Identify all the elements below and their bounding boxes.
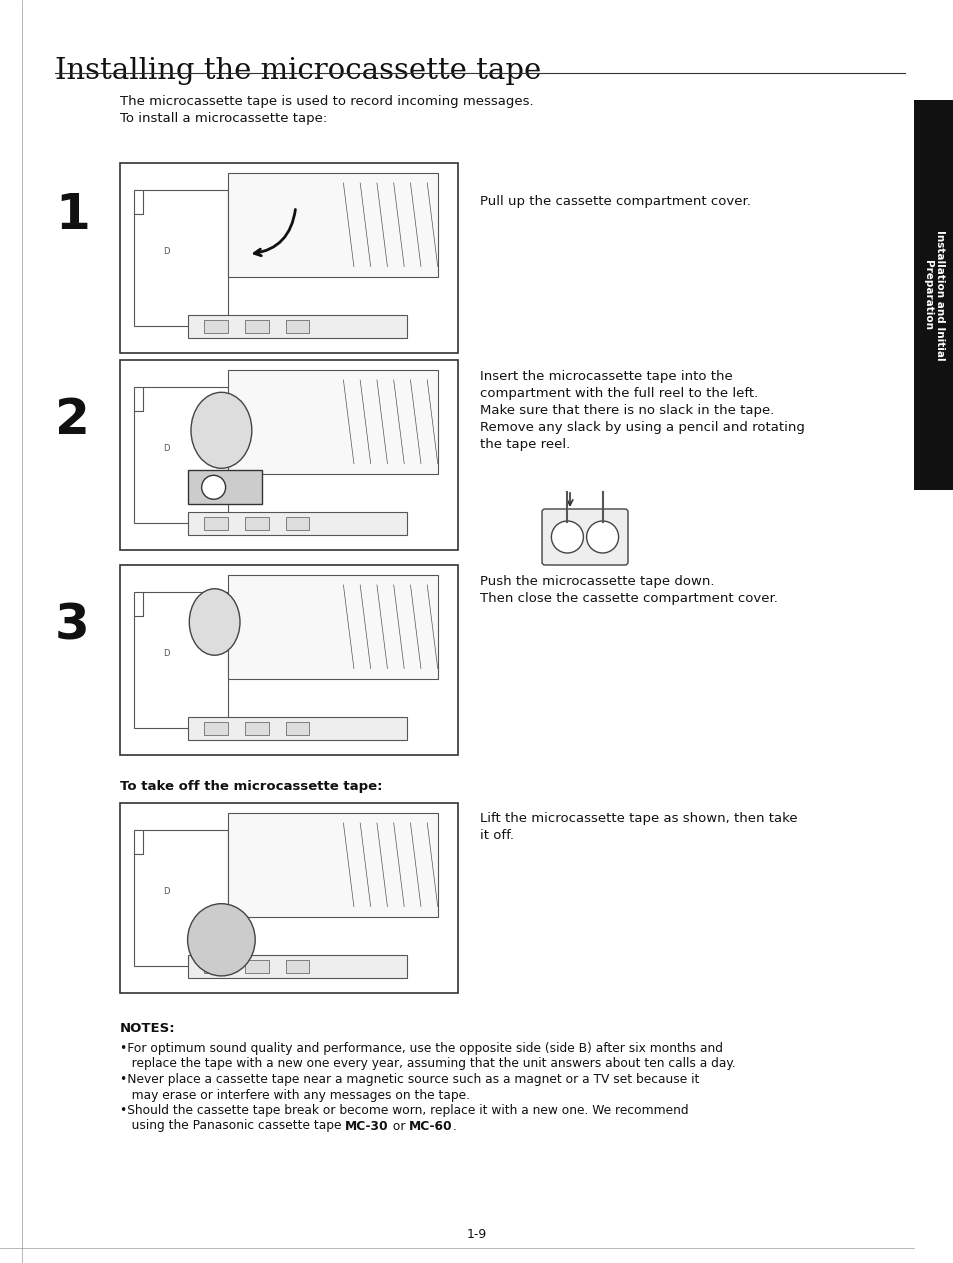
Bar bbox=[228, 370, 437, 474]
Text: Make sure that there is no slack in the tape.: Make sure that there is no slack in the … bbox=[479, 404, 774, 417]
Bar bbox=[204, 517, 228, 530]
Bar bbox=[228, 173, 437, 277]
Bar bbox=[285, 960, 309, 974]
Bar bbox=[120, 565, 457, 755]
Bar bbox=[285, 517, 309, 530]
Bar bbox=[120, 803, 457, 993]
Circle shape bbox=[586, 522, 618, 553]
Ellipse shape bbox=[191, 393, 252, 469]
Bar bbox=[228, 812, 437, 917]
Bar bbox=[913, 100, 953, 490]
Bar bbox=[133, 830, 228, 966]
Bar bbox=[245, 960, 269, 974]
Text: D: D bbox=[163, 887, 170, 895]
Text: 2: 2 bbox=[55, 397, 90, 445]
Ellipse shape bbox=[188, 904, 255, 976]
Bar bbox=[245, 320, 269, 333]
Text: Insert the microcassette tape into the: Insert the microcassette tape into the bbox=[479, 370, 732, 383]
Text: •Never place a cassette tape near a magnetic source such as a magnet or a TV set: •Never place a cassette tape near a magn… bbox=[120, 1074, 699, 1086]
Bar bbox=[188, 512, 407, 534]
Text: Push the microcassette tape down.: Push the microcassette tape down. bbox=[479, 575, 714, 589]
Ellipse shape bbox=[189, 589, 240, 655]
Text: To install a microcassette tape:: To install a microcassette tape: bbox=[120, 112, 327, 125]
Text: replace the tape with a new one every year, assuming that the unit answers about: replace the tape with a new one every ye… bbox=[120, 1057, 735, 1071]
Bar bbox=[204, 721, 228, 735]
Bar bbox=[133, 386, 228, 523]
Bar bbox=[188, 470, 262, 504]
Text: 3: 3 bbox=[55, 601, 90, 649]
Text: D: D bbox=[163, 246, 170, 255]
Text: Then close the cassette compartment cover.: Then close the cassette compartment cove… bbox=[479, 592, 777, 605]
Text: To take off the microcassette tape:: To take off the microcassette tape: bbox=[120, 781, 382, 793]
FancyBboxPatch shape bbox=[541, 509, 627, 565]
Bar bbox=[120, 360, 457, 549]
Text: Remove any slack by using a pencil and rotating: Remove any slack by using a pencil and r… bbox=[479, 421, 804, 434]
Text: using the Panasonic cassette tape: using the Panasonic cassette tape bbox=[120, 1119, 345, 1133]
FancyArrowPatch shape bbox=[254, 210, 295, 255]
Circle shape bbox=[201, 475, 225, 499]
Text: compartment with the full reel to the left.: compartment with the full reel to the le… bbox=[479, 386, 758, 400]
Text: 1-9: 1-9 bbox=[466, 1228, 487, 1242]
Bar bbox=[188, 717, 407, 740]
Bar bbox=[285, 320, 309, 333]
Text: 1: 1 bbox=[55, 191, 90, 239]
Bar bbox=[228, 575, 437, 679]
Bar bbox=[245, 517, 269, 530]
Text: Lift the microcassette tape as shown, then take: Lift the microcassette tape as shown, th… bbox=[479, 812, 797, 825]
Bar bbox=[188, 314, 407, 337]
Bar bbox=[204, 960, 228, 974]
Text: may erase or interfere with any messages on the tape.: may erase or interfere with any messages… bbox=[120, 1089, 470, 1101]
Text: D: D bbox=[163, 443, 170, 452]
Text: The microcassette tape is used to record incoming messages.: The microcassette tape is used to record… bbox=[120, 95, 533, 109]
Text: Installing the microcassette tape: Installing the microcassette tape bbox=[55, 57, 540, 85]
Text: •For optimum sound quality and performance, use the opposite side (side B) after: •For optimum sound quality and performan… bbox=[120, 1042, 722, 1055]
Text: •Should the cassette tape break or become worn, replace it with a new one. We re: •Should the cassette tape break or becom… bbox=[120, 1104, 688, 1116]
Text: MC-60: MC-60 bbox=[409, 1119, 453, 1133]
Bar bbox=[285, 721, 309, 735]
Text: it off.: it off. bbox=[479, 829, 514, 842]
Text: or: or bbox=[389, 1119, 409, 1133]
Text: Installation and Initial
Preparation: Installation and Initial Preparation bbox=[923, 230, 943, 360]
Text: NOTES:: NOTES: bbox=[120, 1022, 175, 1034]
Text: D: D bbox=[163, 649, 170, 658]
Text: .: . bbox=[453, 1119, 456, 1133]
Text: the tape reel.: the tape reel. bbox=[479, 438, 570, 451]
Bar bbox=[245, 721, 269, 735]
Bar bbox=[133, 591, 228, 729]
Text: MC-30: MC-30 bbox=[345, 1119, 389, 1133]
Circle shape bbox=[551, 522, 583, 553]
Bar bbox=[133, 189, 228, 326]
Bar bbox=[204, 320, 228, 333]
Bar bbox=[188, 955, 407, 978]
Text: Pull up the cassette compartment cover.: Pull up the cassette compartment cover. bbox=[479, 195, 750, 208]
Bar bbox=[120, 163, 457, 352]
